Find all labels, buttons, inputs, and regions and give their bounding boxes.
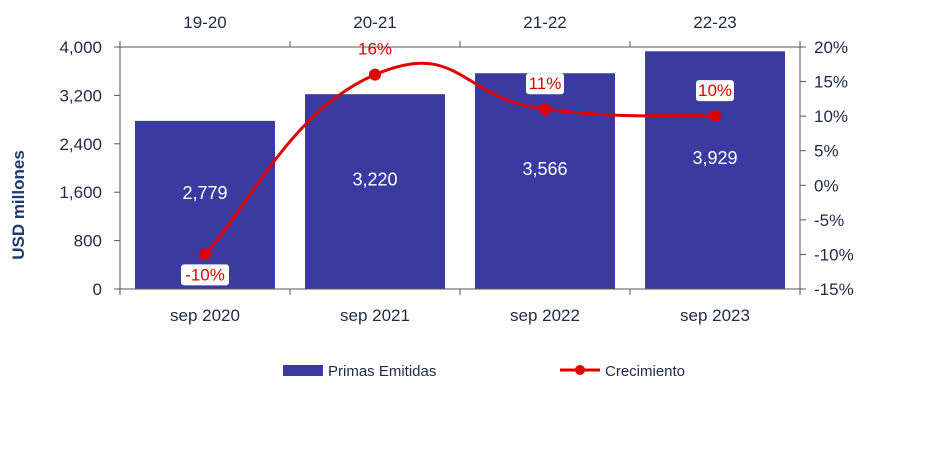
y-tick-label: 2,400 <box>59 135 102 154</box>
legend: Primas Emitidas Crecimiento <box>283 363 685 380</box>
growth-point <box>199 248 211 261</box>
bar-value-label: 3,929 <box>692 148 737 168</box>
growth-value-label: 11% <box>529 74 562 93</box>
legend-swatch-crecimiento-marker <box>575 365 585 375</box>
y2-tick-label: -5% <box>814 211 844 230</box>
legend-label-primas: Primas Emitidas <box>328 363 436 380</box>
y2-tick-label: 20% <box>814 38 848 57</box>
y-axis-title: USD millones <box>9 150 28 260</box>
y2-tick-label: 0% <box>814 176 839 195</box>
growth-label-bg <box>696 80 734 102</box>
growth-value-label: 10% <box>698 81 732 100</box>
bar-value-label: 2,779 <box>182 183 227 203</box>
x-tick-label: sep 2021 <box>340 306 410 325</box>
y2-tick-label: 10% <box>814 107 848 126</box>
y-tick-label: 4,000 <box>59 38 102 57</box>
y2-tick-label: 15% <box>814 73 848 92</box>
growth-value-label: -10% <box>185 265 225 284</box>
bar-sep-2020 <box>135 120 275 289</box>
bar-value-label: 3,566 <box>522 159 567 179</box>
y-tick-label: 800 <box>74 232 102 251</box>
x-tick-label: sep 2020 <box>170 306 240 325</box>
legend-label-crecimiento: Crecimiento <box>605 363 685 380</box>
growth-label-bg <box>526 73 564 95</box>
y-tick-label: 0 <box>93 280 102 299</box>
y2-tick-label: -10% <box>814 245 854 264</box>
bar-sep-2021 <box>305 94 445 289</box>
y2-tick-label: -15% <box>814 280 854 299</box>
growth-point <box>709 110 721 123</box>
growth-point <box>539 103 551 116</box>
x-top-label: 21-22 <box>523 13 566 32</box>
x-top-label: 19-20 <box>183 13 226 32</box>
legend-swatch-primas <box>283 365 323 376</box>
growth-label-bg <box>356 38 394 60</box>
growth-label-bg <box>181 264 229 286</box>
y-tick-label: 1,600 <box>59 183 102 202</box>
growth-value-label: 16% <box>358 40 392 59</box>
growth-line <box>203 61 716 256</box>
x-tick-label: sep 2022 <box>510 306 580 325</box>
bar-value-label: 3,220 <box>352 170 397 190</box>
growth-point <box>369 68 381 81</box>
x-top-label: 22-23 <box>693 13 736 32</box>
x-tick-label: sep 2023 <box>680 306 750 325</box>
y-tick-label: 3,200 <box>59 86 102 105</box>
x-top-label: 20-21 <box>353 13 396 32</box>
y2-tick-label: 5% <box>814 142 839 161</box>
